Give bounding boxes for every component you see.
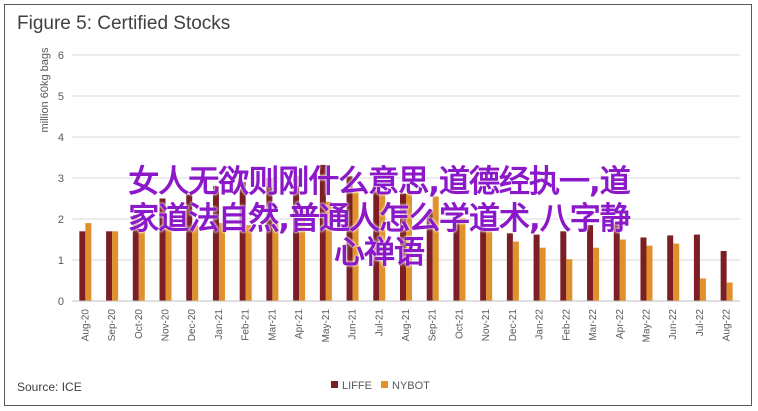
x-tick-label: Jun-21 [348,309,359,340]
y-tick-label: 2 [58,214,64,226]
bar-liffe-nov-20 [159,198,166,301]
x-tick-label: May-22 [641,309,652,343]
bar-liffe-dec-20 [186,194,193,301]
bar-nybot-dec-21 [512,241,519,301]
bar-liffe-sep-20 [106,231,113,301]
bar-liffe-nov-21 [480,227,487,301]
bar-nybot-may-22 [646,245,653,301]
x-tick-label: Jun-22 [668,309,679,340]
x-tick-label: Feb-21 [241,309,252,341]
bar-nybot-jul-21 [379,192,386,301]
x-tick-label: Dec-21 [508,309,519,342]
bar-liffe-may-22 [640,237,647,301]
bar-nybot-nov-20 [165,227,172,301]
bar-liffe-aug-20 [79,231,86,301]
y-tick-label: 1 [58,255,64,267]
x-tick-label: Aug-22 [722,309,733,342]
x-tick-label: Feb-22 [561,309,572,341]
bar-liffe-jun-22 [667,235,674,301]
bar-liffe-jan-21 [212,186,219,301]
x-tick-label: Jul-21 [374,309,385,337]
x-tick-label: Sep-20 [107,309,118,342]
x-tick-label: Nov-20 [161,309,172,342]
bar-nybot-mar-21 [272,221,279,301]
bar-liffe-dec-21 [506,233,513,301]
bar-nybot-mar-22 [593,247,600,301]
bar-liffe-jul-22 [693,234,700,301]
y-tick-label: 5 [58,91,64,103]
bar-nybot-sep-20 [112,231,119,301]
bar-nybot-aug-21 [406,193,412,301]
bar-nybot-feb-22 [566,259,573,301]
legend: LIFFE NYBOT [331,380,430,392]
y-tick-label: 3 [58,173,64,185]
bar-liffe-may-21 [319,164,326,301]
bar-liffe-jan-22 [533,234,540,301]
bar-liffe-jun-21 [346,176,353,301]
bar-nybot-jun-22 [673,243,680,301]
chart-title: Figure 5: Certified Stocks [17,13,231,34]
bar-liffe-oct-21 [453,221,460,301]
bar-nybot-jul-22 [699,278,706,301]
bar-liffe-apr-21 [293,175,300,301]
x-tick-label: Apr-22 [615,309,626,339]
x-axis: Aug-20 Sep-20 Oct-20 Nov-20 Dec-20 Jan-21 Feb-… [80,309,732,343]
bar-nybot-feb-21 [245,225,252,301]
bar-liffe-mar-22 [587,225,594,301]
x-tick-label: May-21 [321,309,332,343]
x-tick-label: Aug-21 [401,309,412,342]
bar-liffe-jul-21 [373,182,380,301]
bar-nybot-aug-22 [726,282,733,301]
bar-nybot-jan-21 [218,223,225,301]
bar-liffe-feb-21 [239,182,246,301]
bar-nybot-sep-21 [432,196,439,301]
x-tick-label: Jul-22 [695,309,706,337]
bar-nybot-jan-22 [539,247,546,301]
x-tick-label: Aug-20 [80,309,91,342]
bars [79,164,733,301]
bar-nybot-oct-21 [459,218,466,301]
x-tick-label: Jan-22 [535,309,546,340]
bar-liffe-oct-20 [132,214,139,301]
x-tick-label: Oct-21 [454,309,465,339]
x-tick-label: Dec-20 [187,309,198,342]
legend-label-nybot: NYBOT [392,380,430,392]
bar-liffe-aug-21 [400,193,406,301]
overlay-text-line-3: 心禅语 [334,235,425,271]
x-tick-label: Apr-21 [294,309,305,339]
overlay-text-line-2: 家道法自然,普通人怎么学道术,八字静 [128,201,631,237]
x-tick-label: Nov-21 [481,309,492,342]
legend-label-liffe: LIFFE [342,380,372,392]
y-axis-label: million 60kg bags [39,47,51,132]
bar-nybot-may-21 [325,201,332,301]
x-tick-label: Mar-22 [588,309,599,341]
legend-swatch-liffe [331,381,338,388]
y-tick-label: 4 [58,132,64,144]
bar-nybot-jun-21 [352,192,359,301]
bar-liffe-mar-21 [266,178,273,301]
x-tick-label: Oct-20 [134,309,145,339]
y-tick-label: 0 [58,296,64,308]
bar-nybot-oct-20 [138,229,145,301]
legend-swatch-nybot [381,381,388,388]
x-tick-label: Sep-21 [428,309,439,342]
bar-liffe-feb-22 [560,231,567,301]
source-note: Source: ICE [17,380,82,394]
y-axis: 0 1 2 3 4 5 6 [58,50,64,308]
bar-nybot-dec-20 [192,225,199,301]
y-tick-label: 6 [58,50,64,62]
bar-liffe-aug-22 [720,250,727,301]
overlay-text-line-1: 女人无欲则刚什么意思,道德经执一,道 [128,164,631,200]
x-tick-label: Jan-21 [214,309,225,340]
bar-liffe-sep-21 [426,211,433,301]
x-tick-label: Mar-21 [267,309,278,341]
bar-nybot-nov-21 [486,231,493,301]
bar-nybot-apr-22 [619,239,626,301]
bar-nybot-apr-21 [299,210,306,301]
bar-nybot-aug-20 [85,223,92,301]
bar-liffe-apr-22 [613,223,620,301]
